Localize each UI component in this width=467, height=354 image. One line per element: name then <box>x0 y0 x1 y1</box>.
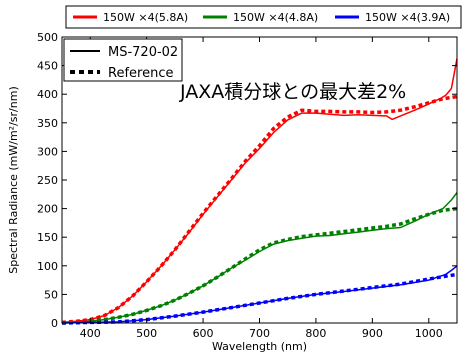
series-layer <box>61 58 458 325</box>
tick-layer: 400 500 600 700 800 900 1000 0 50 100 150 200 250 300… <box>37 31 457 340</box>
y-tick-label: 450 <box>37 60 58 73</box>
y-tick-label: 300 <box>37 145 58 158</box>
y-tick-label: 200 <box>37 203 58 216</box>
x-tick-label: 900 <box>362 327 383 340</box>
y-tick-label: 100 <box>37 260 58 273</box>
top-legend-frame <box>65 5 462 29</box>
y-tick-label: 500 <box>37 31 58 44</box>
x-tick-label: 500 <box>136 327 157 340</box>
y-tick-label: 0 <box>51 317 58 330</box>
series-line-1 <box>61 94 458 325</box>
x-tick-label: 1000 <box>415 327 443 340</box>
y-tick-label: 350 <box>37 117 58 130</box>
y-tick-label: 250 <box>37 174 58 187</box>
style-legend: MS-720-02 Reference <box>63 38 183 82</box>
top-legend-label-2: 150W ×4(4.8A) <box>233 11 318 24</box>
y-tick-label: 50 <box>44 288 58 301</box>
y-axis-label: Spectral Radiance (mW/m²/sr/nm) <box>7 86 20 273</box>
x-tick-label: 400 <box>80 327 101 340</box>
x-tick-label: 800 <box>305 327 326 340</box>
y-tick-label: 150 <box>37 231 58 244</box>
chart-annotation: JAXA積分球との最大差2% <box>179 81 406 103</box>
x-axis-label: Wavelength (nm) <box>212 340 307 353</box>
series-line-0 <box>61 58 458 324</box>
style-legend-label-solid: MS-720-02 <box>108 45 178 60</box>
top-legend: 150W ×4(5.8A) 150W ×4(4.8A) 150W ×4(3.9A… <box>65 5 462 29</box>
style-legend-label-dashed: Reference <box>108 66 173 81</box>
series-line-4 <box>61 265 458 324</box>
top-legend-label-1: 150W ×4(5.8A) <box>103 11 188 24</box>
top-legend-label-3: 150W ×4(3.9A) <box>365 11 450 24</box>
y-tick-label: 400 <box>37 88 58 101</box>
series-line-2 <box>61 192 458 324</box>
x-tick-label: 700 <box>249 327 270 340</box>
x-tick-label: 600 <box>193 327 214 340</box>
